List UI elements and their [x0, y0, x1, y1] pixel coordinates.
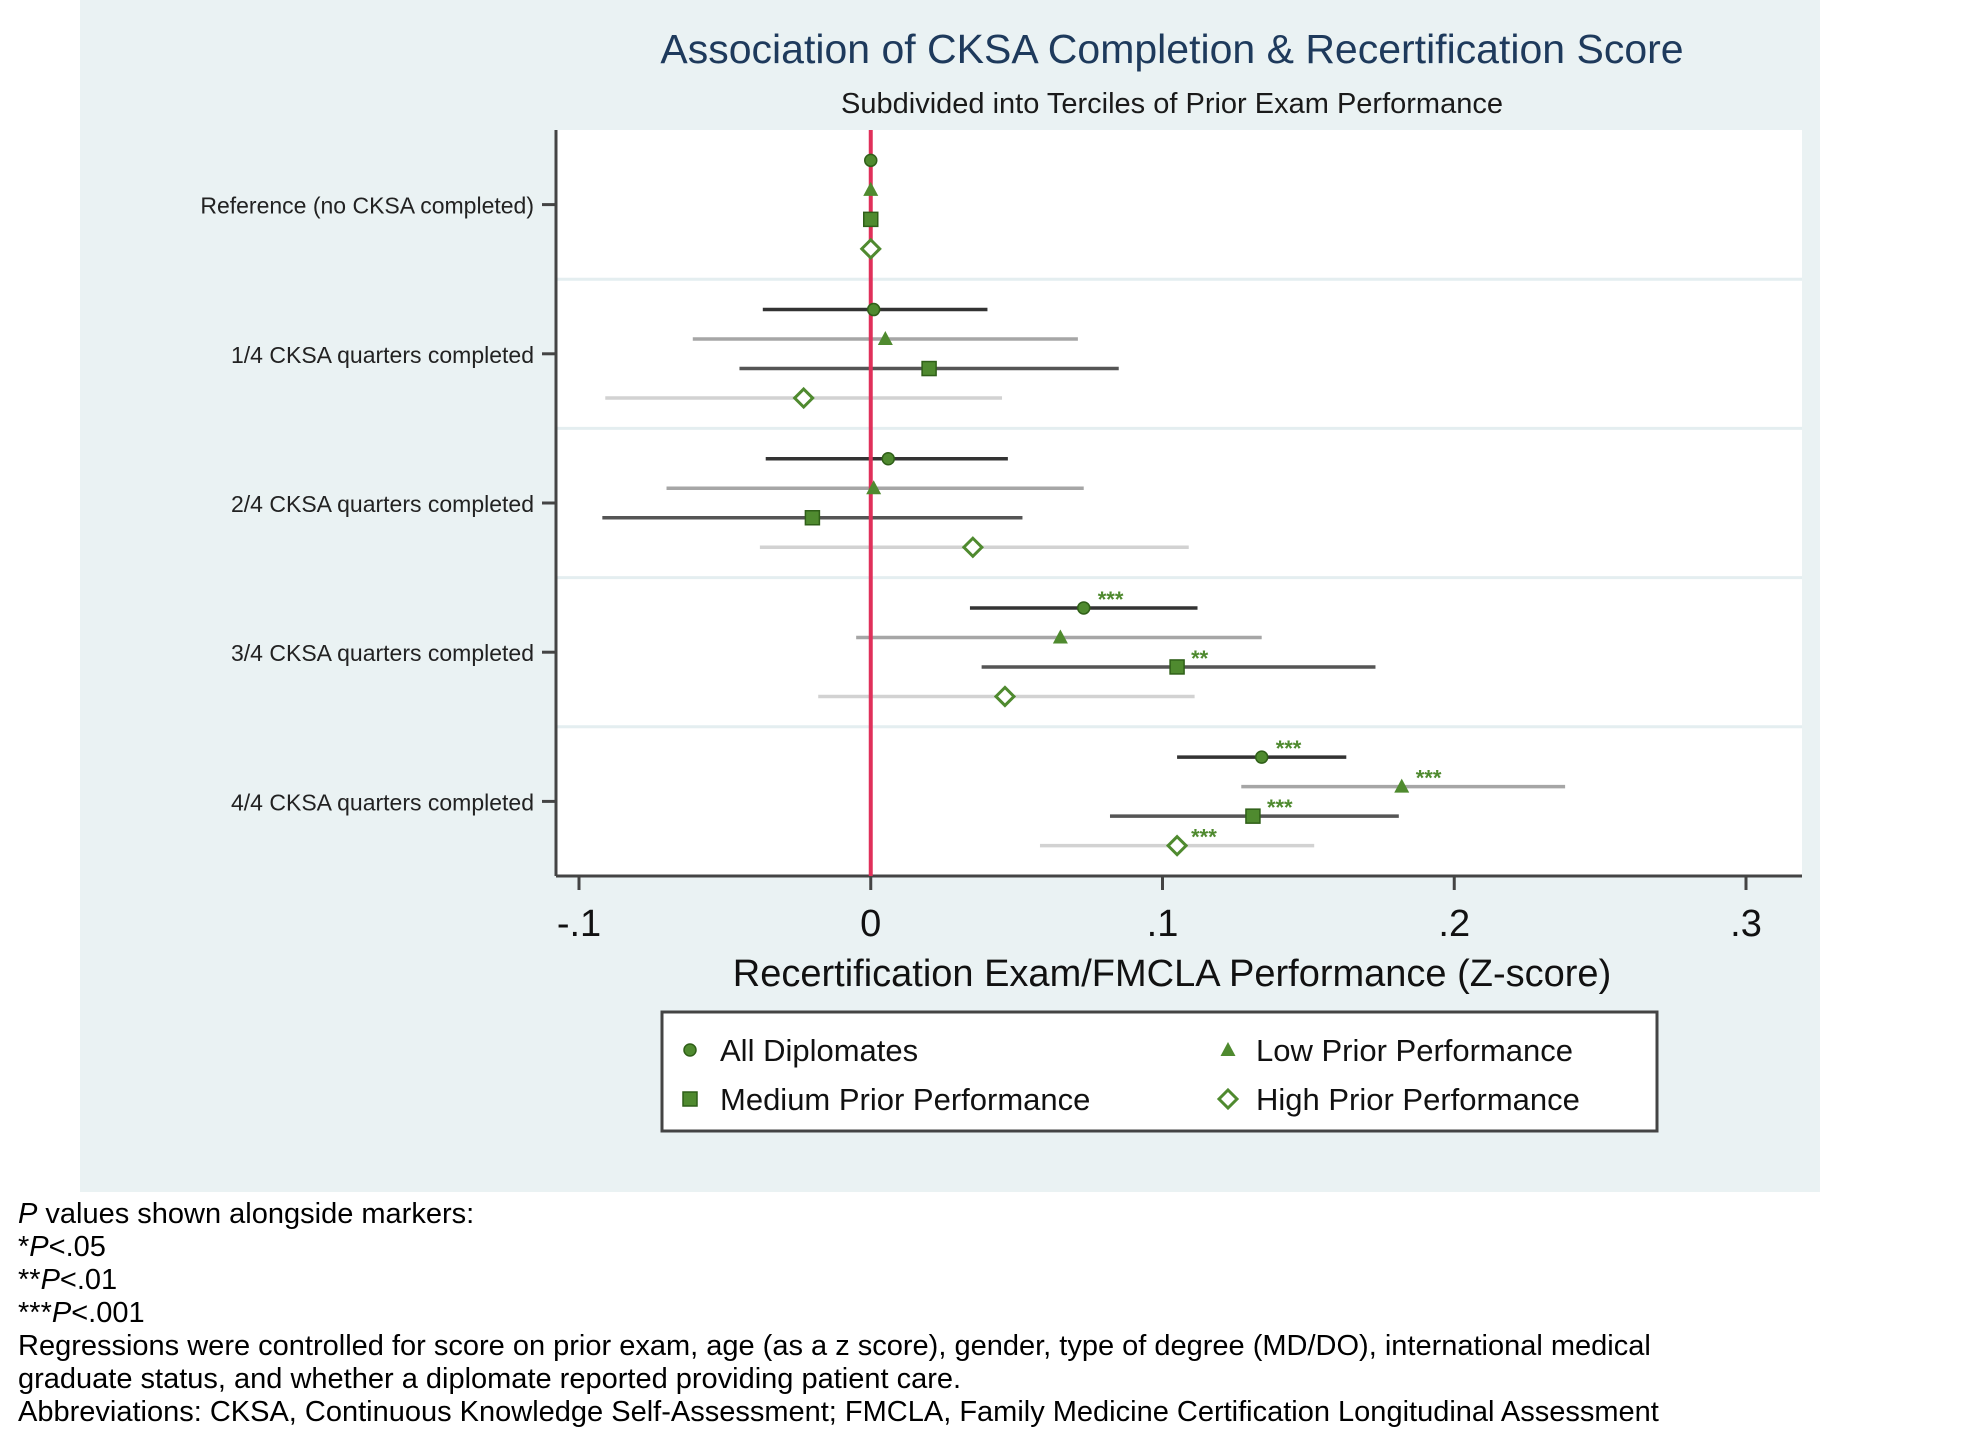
- data-point: [1254, 750, 1269, 764]
- y-tick-label: 1/4 CKSA quarters completed: [231, 342, 534, 368]
- data-point: [881, 452, 896, 466]
- legend-marker: [1216, 1087, 1240, 1111]
- y-tick-label: 2/4 CKSA quarters completed: [231, 491, 534, 517]
- data-point: [961, 536, 984, 559]
- data-point: [866, 480, 882, 495]
- regressions-note-line2: graduate status, and whether a diplomate…: [18, 1363, 962, 1395]
- data-point: [792, 386, 815, 410]
- data-point: [877, 331, 893, 346]
- legend-label: High Prior Performance: [1256, 1082, 1580, 1117]
- data-point: [859, 237, 882, 260]
- significance-label: ***: [1191, 825, 1217, 850]
- plot-area: [556, 130, 1802, 876]
- significance-label: ***: [1276, 736, 1302, 761]
- y-tick-label: Reference (no CKSA completed): [200, 193, 534, 219]
- data-point: [1245, 808, 1261, 824]
- data-point: [864, 153, 878, 168]
- data-point: [1169, 659, 1185, 675]
- data-point: [863, 181, 879, 196]
- figure-notes: P values shown alongside markers: *P<.05…: [18, 1198, 1948, 1429]
- chart-subtitle: Subdivided into Terciles of Prior Exam P…: [841, 88, 1503, 120]
- significance-label: **: [1191, 646, 1209, 671]
- legend-marker: [1220, 1042, 1236, 1056]
- p001-note: ***P<.001: [18, 1297, 145, 1329]
- data-point: [1076, 601, 1091, 615]
- legend-label: All Diplomates: [720, 1033, 918, 1068]
- p-values-intro: P values shown alongside markers:: [18, 1198, 475, 1230]
- chart-title: Association of CKSA Completion & Recerti…: [660, 26, 1683, 72]
- data-point: [921, 360, 937, 377]
- legend-marker: [682, 1091, 698, 1107]
- x-axis-label: Recertification Exam/FMCLA Performance (…: [733, 953, 1611, 995]
- abbreviations-note: Abbreviations: CKSA, Continuous Knowledg…: [18, 1396, 1659, 1428]
- x-tick-label: -.1: [557, 903, 601, 945]
- data-point: [804, 510, 821, 526]
- p01-note: **P<.01: [18, 1264, 118, 1296]
- data-point: [866, 302, 881, 317]
- significance-label: ***: [1267, 795, 1293, 820]
- significance-label: ***: [1416, 766, 1442, 791]
- legend-label: Medium Prior Performance: [720, 1082, 1090, 1117]
- chart-panel: Association of CKSA Completion & Recerti…: [80, 0, 1820, 1192]
- x-tick-label: .2: [1438, 903, 1470, 945]
- legend-box: [660, 1010, 1659, 1133]
- data-point: [1052, 629, 1068, 644]
- legend-marker: [683, 1043, 697, 1057]
- x-tick-label: .1: [1147, 903, 1179, 945]
- y-tick-label: 3/4 CKSA quarters completed: [231, 640, 534, 666]
- y-tick-label: 4/4 CKSA quarters completed: [231, 789, 534, 815]
- x-tick-label: .3: [1730, 903, 1762, 945]
- data-point: [863, 211, 879, 228]
- p05-note: *P<.05: [18, 1231, 106, 1263]
- regressions-note-line1: Regressions were controlled for score on…: [18, 1330, 1651, 1362]
- x-tick-label: 0: [860, 903, 881, 945]
- forest-plot: Association of CKSA Completion & Recerti…: [200, 26, 1802, 1133]
- data-point: [1165, 834, 1189, 857]
- legend-label: Low Prior Performance: [1256, 1033, 1573, 1068]
- significance-label: ***: [1098, 587, 1124, 612]
- data-point: [1394, 778, 1410, 793]
- data-point: [993, 685, 1017, 708]
